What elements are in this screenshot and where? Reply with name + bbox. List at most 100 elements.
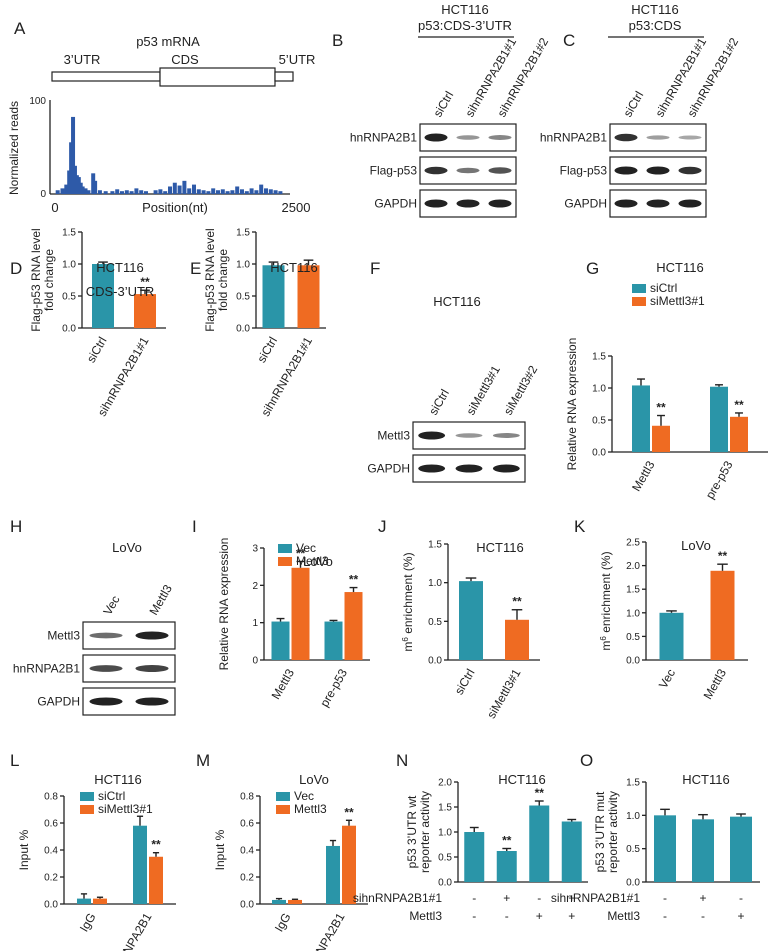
blot-row-label: Flag-p53 xyxy=(560,164,608,178)
utr3-box xyxy=(51,71,161,82)
blot-band xyxy=(135,631,169,640)
y-tick-label: 0.6 xyxy=(240,819,254,830)
utr5-box xyxy=(274,71,294,82)
region-label: 3’UTR xyxy=(64,52,101,67)
chart-title: HCT116 xyxy=(656,260,703,275)
read-bar xyxy=(196,189,201,194)
bar xyxy=(291,567,310,660)
read-bar xyxy=(103,191,108,194)
panel-l: 0.0 0.2 0.4 0.6 0.8 Input % IgG ** hnRNPA2B1 HCT1… xyxy=(17,772,176,951)
legend-label: Vec xyxy=(296,541,316,555)
y-tick-label: 1.0 xyxy=(626,608,640,619)
chart-title: HCT116 xyxy=(498,772,545,787)
panel-letter-j: J xyxy=(378,517,387,536)
blot-band xyxy=(678,135,702,140)
y-tick-label: 0.5 xyxy=(62,292,76,303)
y-tick-label: 0.0 xyxy=(592,448,606,459)
y-tick-label: 1.0 xyxy=(236,260,250,271)
bar xyxy=(654,815,676,882)
treatment-sign: - xyxy=(505,909,509,923)
read-bar xyxy=(71,116,76,194)
read-bar xyxy=(124,190,129,194)
treatment-sign: + xyxy=(737,909,744,923)
y-axis-label: p53 3’UTR wt xyxy=(405,795,419,868)
blot-band xyxy=(488,199,512,208)
read-bar xyxy=(273,190,278,194)
y-axis-label: p53 3’UTR mut xyxy=(593,791,607,872)
category-label: hnRNPA2B1 xyxy=(109,910,155,951)
blot-h: Mettl3 hnRNPA2B1 GAPDH Vec Mettl3 xyxy=(13,582,176,716)
cds-box xyxy=(159,67,276,87)
legend-swatch xyxy=(632,284,646,293)
chart-title: LoVo xyxy=(303,554,333,569)
category-label: Vec xyxy=(656,667,678,691)
significance-label: ** xyxy=(140,275,150,289)
lane-label: siCtrl xyxy=(430,89,456,120)
significance-label: ** xyxy=(502,834,512,848)
read-bar xyxy=(177,185,182,194)
bar xyxy=(93,898,107,904)
y-tick-label: 0.0 xyxy=(236,324,250,335)
blot-band xyxy=(456,135,480,140)
bar xyxy=(710,570,735,660)
blot-band xyxy=(646,199,670,208)
y-axis-label: fold change xyxy=(42,249,56,311)
read-bar xyxy=(110,191,115,194)
treatment-sign: - xyxy=(739,891,743,905)
y-tick-label: 0.5 xyxy=(428,617,442,628)
significance-label: ** xyxy=(656,401,666,415)
read-bar xyxy=(206,191,211,194)
y-tick-label: 0.0 xyxy=(438,878,452,889)
bar xyxy=(342,825,356,904)
blot-band xyxy=(488,167,512,174)
y-axis-label: Input % xyxy=(17,829,31,870)
read-bar xyxy=(129,191,134,194)
y-tick-label: 0.4 xyxy=(44,846,58,857)
y-tick-label: 0 xyxy=(40,189,46,200)
read-bar xyxy=(254,190,259,194)
panel-o: 0.0 0.5 1.0 1.5 p53 3’UTR mut reporter activi… xyxy=(593,772,760,889)
panel-letter-g: G xyxy=(586,259,599,278)
bar xyxy=(692,819,714,882)
read-bar xyxy=(158,189,163,194)
y-tick-label: 1.0 xyxy=(428,578,442,589)
read-bar xyxy=(182,180,187,194)
treatment-label: sihnRNPA2B1#1 xyxy=(353,891,442,905)
blot-band xyxy=(455,464,483,473)
bar xyxy=(77,898,91,904)
read-bar xyxy=(97,190,102,194)
legend-label: siMettl3#1 xyxy=(98,802,153,816)
x-tick-label: 2500 xyxy=(282,200,311,215)
category-label: pre-p53 xyxy=(703,458,736,501)
treatment-label: sihnRNPA2B1#1 xyxy=(551,891,640,905)
bar xyxy=(561,821,582,882)
y-tick-label: 1.5 xyxy=(236,228,250,239)
chart-title: LoVo xyxy=(299,772,329,787)
blot-row-label: Flag-p53 xyxy=(370,164,418,178)
lane-label: siCtrl xyxy=(620,89,646,120)
blot-row-label: GAPDH xyxy=(37,695,80,709)
bar xyxy=(134,294,156,328)
bar xyxy=(505,619,529,660)
significance-label: ** xyxy=(296,546,306,560)
read-bar xyxy=(172,182,177,194)
blot-subtitle: p53:CDS xyxy=(629,18,682,33)
y-tick-label: 2.5 xyxy=(626,538,640,549)
treatment-sign: + xyxy=(536,909,543,923)
y-tick-label: 2.0 xyxy=(626,561,640,572)
y-tick-label: 0.5 xyxy=(236,292,250,303)
legend-swatch xyxy=(632,297,646,306)
bar xyxy=(459,581,483,660)
bar xyxy=(464,832,485,882)
y-axis-label-part: 6 xyxy=(599,636,608,641)
blot-band xyxy=(646,166,670,175)
read-bar xyxy=(244,191,249,194)
blot-row-label: Mettl3 xyxy=(47,629,80,643)
blot-row-label: hnRNPA2B1 xyxy=(540,131,607,145)
treatment-label: Mettl3 xyxy=(607,909,640,923)
bar xyxy=(92,264,114,328)
panel-letter-d: D xyxy=(10,259,22,278)
panel-d: 0.0 0.5 1.0 1.5 Flag-p53 RNA level fold chang… xyxy=(29,228,166,419)
